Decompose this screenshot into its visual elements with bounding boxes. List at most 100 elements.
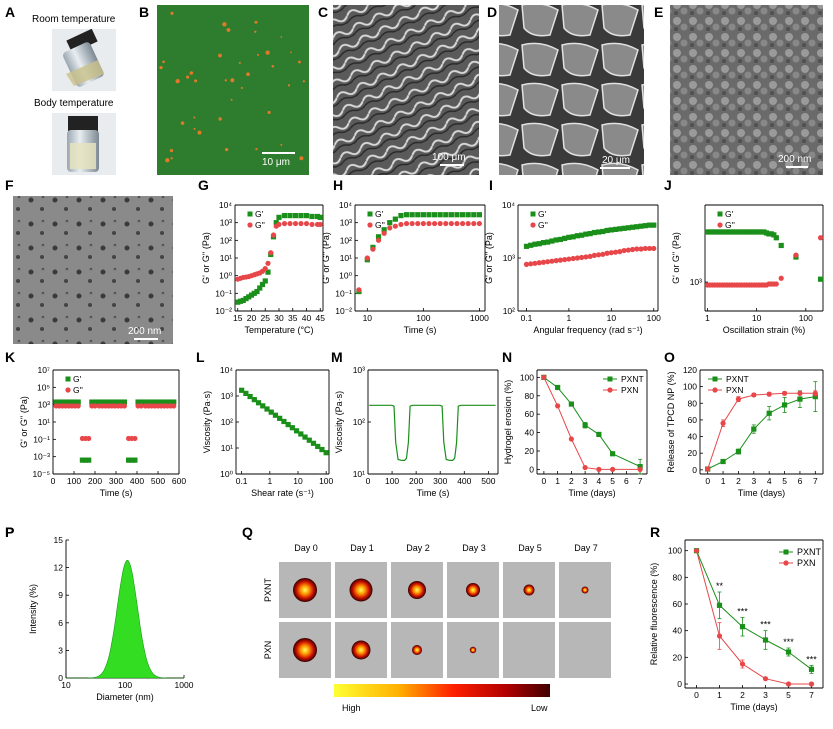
data-point	[587, 231, 593, 237]
y-tick-label: 40	[673, 626, 683, 636]
y-tick-label: 10¹	[340, 253, 352, 263]
data-point	[317, 221, 323, 228]
particle-dot	[197, 130, 202, 135]
legend-label: G'	[725, 209, 734, 219]
data-point	[53, 399, 59, 405]
chart-l: L 0.1 1 10 100 10⁰ 10¹ 10² 10³ 10⁴ Shear rate (s⁻¹…	[196, 349, 334, 498]
x-axis-label: Temperature (°C)	[244, 325, 313, 335]
y-tick-label: 10¹	[38, 417, 50, 427]
data-point	[240, 297, 246, 303]
significance-mark: ***	[783, 637, 794, 647]
data-point	[608, 227, 614, 233]
data-point	[785, 649, 792, 655]
data-point	[121, 403, 127, 409]
x-tick-label: 600	[172, 476, 186, 486]
data-point	[781, 402, 788, 408]
x-axis-label: Diameter (nm)	[96, 692, 154, 702]
x-tick-label: 25	[261, 313, 271, 323]
x-tick-label: 100	[416, 313, 430, 323]
particle-dot	[238, 61, 241, 64]
data-point	[582, 464, 588, 471]
x-tick-label: 200	[409, 476, 423, 486]
data-point	[129, 457, 135, 463]
data-point	[164, 399, 171, 405]
data-point	[281, 220, 288, 227]
panel-label-j: J	[664, 177, 672, 193]
data-point	[621, 225, 627, 231]
data-point	[476, 220, 482, 227]
data-point	[735, 448, 742, 455]
x-tick-label: 1000	[175, 680, 194, 690]
data-point	[638, 223, 644, 229]
x-tick-label: 6	[624, 476, 629, 486]
data-point	[625, 247, 631, 253]
data-point	[375, 234, 382, 240]
y-tick-label: 10⁻²	[335, 306, 352, 316]
chart-j: J 1 10 100 10³ Oscillation strain (%) G' or G'…	[664, 177, 824, 335]
y-tick-label: 20	[525, 446, 535, 456]
series-line-pxnt	[696, 550, 812, 670]
data-point	[431, 212, 438, 218]
fluorescence-spot	[293, 638, 317, 662]
data-point	[138, 399, 144, 405]
x-tick-label: 7	[813, 476, 818, 486]
y-tick-label: 10³	[340, 218, 352, 228]
legend-marker	[783, 560, 789, 566]
data-point	[298, 213, 304, 219]
x-tick-label: 0	[542, 476, 547, 486]
data-point	[812, 394, 818, 400]
day-label: Day 3	[462, 543, 486, 553]
x-tick-label: 100	[385, 476, 399, 486]
fluorescence-spot	[349, 578, 373, 602]
data-point	[808, 666, 815, 672]
data-point	[255, 400, 262, 406]
particle-dot	[230, 78, 235, 83]
data-point	[568, 401, 574, 407]
data-point	[285, 422, 291, 428]
x-tick-label: 0	[694, 690, 699, 700]
data-point	[574, 255, 580, 261]
data-point	[596, 252, 602, 258]
data-point	[302, 434, 308, 440]
y-tick-label: 10²	[220, 235, 232, 245]
particle-dot	[257, 53, 260, 56]
x-tick-label: 1	[705, 313, 710, 323]
legend-marker	[367, 222, 373, 228]
x-axis-label: Time (days)	[730, 702, 777, 712]
panel-label-e: E	[654, 4, 663, 20]
data-point	[69, 399, 75, 405]
particle-dot	[170, 157, 173, 160]
particle-dot	[280, 36, 283, 38]
data-point	[549, 238, 555, 244]
series-line-data	[369, 404, 496, 461]
data-point	[562, 256, 568, 263]
y-tick-label: 10¹	[221, 443, 233, 453]
fluorescence-spot	[408, 581, 426, 599]
x-tick-label: 1000	[470, 313, 489, 323]
particle-dots	[159, 11, 306, 163]
data-point	[375, 237, 382, 243]
y-tick-label: 10⁴	[502, 200, 515, 210]
data-point	[817, 276, 824, 282]
day-label: Day 0	[294, 543, 318, 553]
data-point	[96, 399, 102, 405]
x-tick-label: 2	[569, 476, 574, 486]
data-point	[155, 399, 161, 405]
data-point	[254, 288, 260, 295]
chart-m: M 0 100 200 300 400 500 10¹ 10² 10³ Time (s) Viscos…	[331, 349, 499, 498]
data-point	[443, 220, 449, 227]
significance-mark: ***	[760, 620, 771, 630]
particle-dot	[193, 116, 196, 119]
x-tick-label: 20	[247, 313, 257, 323]
data-point	[766, 391, 772, 397]
data-point	[553, 237, 559, 243]
data-point	[471, 220, 477, 227]
legend-marker	[530, 222, 536, 228]
x-tick-label: 35	[288, 313, 298, 323]
particle-dot	[226, 28, 231, 32]
data-point	[617, 249, 623, 255]
data-point	[259, 281, 266, 288]
series-line-pxn	[707, 392, 816, 470]
day-label: Day 1	[350, 543, 374, 553]
data-point	[152, 399, 158, 405]
